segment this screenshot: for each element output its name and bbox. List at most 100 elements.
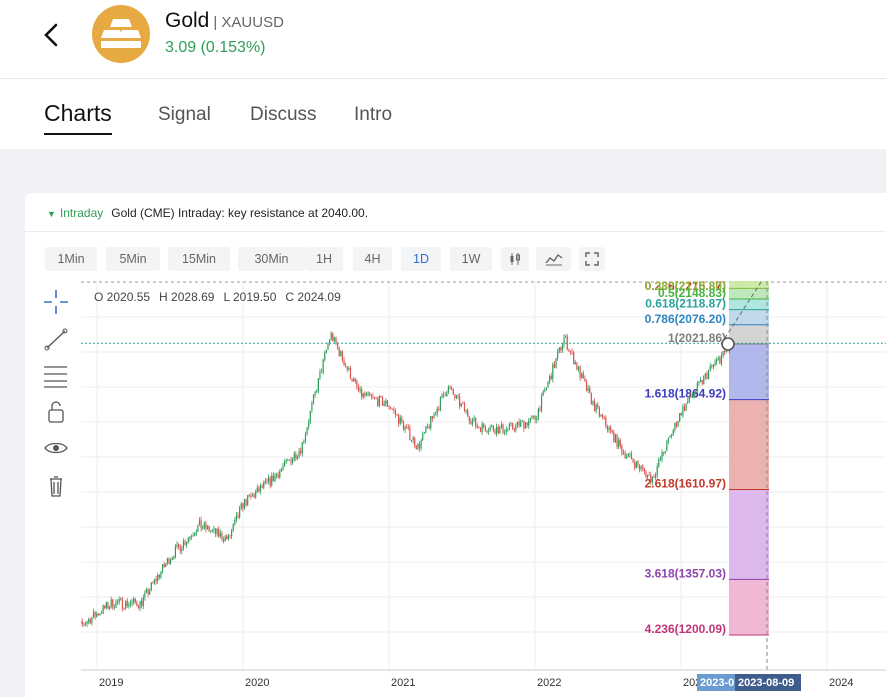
tab-signal[interactable]: Signal (158, 104, 211, 125)
timeframe-1d[interactable]: 1D (401, 247, 441, 271)
candle-body (186, 541, 188, 545)
candle-body (271, 475, 273, 486)
candle-body (218, 528, 220, 537)
candle-body (529, 417, 531, 421)
timeframe-15min[interactable]: 15Min (168, 247, 230, 271)
candle-body (258, 487, 260, 492)
price-chart[interactable]: 0.236(2215.87)0.382(2178.80)0.5(2148.83)… (81, 281, 886, 697)
candle-body (222, 539, 225, 542)
candle-body (108, 606, 111, 609)
timeframe-1h[interactable]: 1H (305, 247, 343, 271)
candle-body (446, 392, 448, 397)
candle-body (150, 582, 152, 591)
crosshair-date-bg (735, 674, 801, 691)
candle-body (362, 393, 364, 397)
tab-discuss[interactable]: Discuss (250, 104, 317, 125)
candle-body (141, 600, 143, 606)
app-header: Gold | XAUUSD 3.09 (0.153%) (0, 0, 886, 79)
candle-body (303, 441, 305, 443)
candle-body (338, 347, 340, 356)
candle-body (711, 366, 713, 367)
candle-body (610, 427, 612, 431)
candle-body (165, 563, 167, 567)
candle-body (553, 364, 556, 368)
candle-body (404, 426, 406, 430)
back-arrow-icon[interactable] (38, 20, 68, 50)
candle-body (169, 559, 172, 564)
candle-body (454, 394, 456, 399)
candle-body (707, 370, 710, 379)
candle-body (479, 427, 482, 432)
indicators-icon[interactable] (536, 247, 571, 271)
candle-body (515, 424, 517, 431)
candle-body (388, 406, 390, 408)
candle-body (282, 466, 284, 470)
lock-icon[interactable] (41, 399, 71, 425)
candle-body (242, 503, 244, 509)
candle-body (425, 426, 427, 433)
candle-body (235, 515, 238, 520)
candle-body (337, 344, 339, 348)
candle-body (722, 350, 724, 356)
candle-body (394, 410, 397, 415)
candle-body (601, 414, 604, 418)
candle-body (247, 495, 249, 506)
candle-body (494, 430, 496, 434)
timeframe-30min[interactable]: 30Min (238, 247, 305, 271)
candle-body (671, 435, 673, 436)
candle-body (443, 394, 445, 396)
timeframe-5min[interactable]: 5Min (106, 247, 160, 271)
crosshair-date-label: 2023-0 (700, 677, 734, 689)
candle-body (147, 589, 149, 595)
candle-body (237, 515, 239, 518)
timeframe-1min[interactable]: 1Min (45, 247, 97, 271)
candle-body (121, 598, 124, 609)
candle-body (587, 387, 589, 391)
candle-body (412, 437, 414, 440)
x-tick-label: 2022 (537, 677, 561, 689)
candle-body (544, 390, 546, 392)
timeframe-1w[interactable]: 1W (450, 247, 492, 271)
candle-body (459, 396, 461, 407)
candle-body (589, 387, 591, 393)
fib-zone (729, 281, 769, 289)
candle-body (542, 391, 544, 396)
candle-body (105, 602, 107, 608)
fullscreen-icon[interactable] (579, 247, 605, 271)
candle-body (317, 378, 319, 392)
fib-level-label: 0.618(2118.87) (645, 297, 726, 311)
candle-body (330, 333, 332, 340)
candlestick-type-icon[interactable] (501, 247, 529, 271)
candle-body (174, 546, 177, 558)
candle-body (263, 482, 265, 488)
tab-charts[interactable]: Charts (44, 100, 112, 135)
candle-body (703, 376, 705, 384)
signal-banner[interactable]: ▼ Intraday Gold (CME) Intraday: key resist… (47, 206, 368, 220)
tab-intro[interactable]: Intro (354, 104, 393, 125)
ohlc-close: C 2024.09 (285, 290, 341, 304)
candle-body (528, 420, 530, 426)
trendline-icon[interactable] (41, 327, 71, 353)
candle-body (638, 465, 641, 470)
candle-body (539, 408, 541, 411)
eye-icon[interactable] (41, 435, 71, 461)
candle-body (293, 453, 295, 459)
candle-body (720, 355, 723, 364)
fib-lines-icon[interactable] (41, 363, 71, 389)
trash-icon[interactable] (41, 473, 71, 499)
candle-body (696, 383, 698, 392)
candle-body (428, 426, 430, 429)
candle-body (312, 395, 315, 404)
crosshair-icon[interactable] (41, 289, 71, 315)
candle-body (210, 530, 212, 532)
candle-body (550, 375, 552, 379)
candle-body (491, 425, 493, 428)
candle-body (492, 425, 494, 431)
candle-body (510, 423, 512, 424)
candle-body (627, 454, 629, 457)
candle-body (155, 579, 157, 581)
candle-body (134, 598, 136, 603)
candle-body (385, 400, 387, 404)
timeframe-4h[interactable]: 4H (353, 247, 392, 271)
candle-body (646, 474, 649, 478)
